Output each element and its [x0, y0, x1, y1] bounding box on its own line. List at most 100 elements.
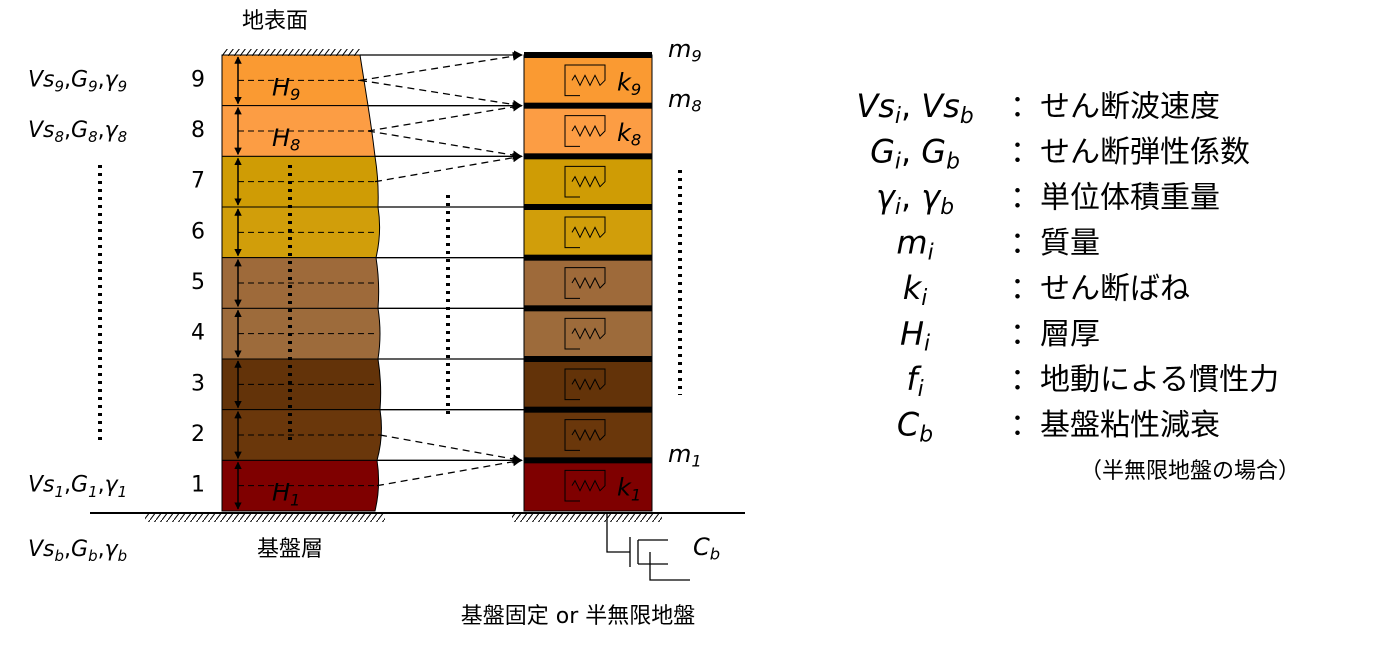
symbol-base: γ: [105, 67, 119, 92]
symbol-base: γ: [876, 178, 897, 216]
layer-number: 8: [191, 118, 205, 143]
symbol-subscript: i: [918, 377, 924, 402]
separator: ,: [98, 473, 105, 498]
spring: [564, 165, 606, 198]
model-layer: [523, 257, 653, 309]
symbol-subscript: 1: [691, 451, 701, 470]
symbol-base: k: [617, 474, 632, 502]
mass-line: [524, 254, 652, 261]
mass-label: m8: [668, 85, 702, 115]
spring-label: k1: [617, 474, 641, 504]
spring: [564, 115, 606, 147]
symbol-base: H: [272, 124, 290, 152]
inertia-arrow: [367, 130, 522, 160]
symbol-subscript: 9: [691, 46, 701, 65]
legend-description: ：せん断波速度: [1010, 90, 1220, 125]
symbol-subscript: b: [946, 149, 960, 174]
symbol-base: γ: [105, 473, 119, 498]
symbol-subscript: 1: [55, 482, 65, 500]
legend-symbol: γi​, γb​: [876, 178, 954, 220]
legend-description: ：層厚: [1010, 317, 1100, 352]
separator: ,: [901, 87, 911, 125]
symbol-subscript: b: [919, 422, 933, 447]
property-label: Vs8​,G8​,γ8​: [28, 118, 127, 146]
symbol-base: G: [71, 537, 88, 562]
symbol-base: k: [617, 68, 632, 96]
symbol-subscript: b: [118, 547, 128, 565]
inertia-arrow: [359, 51, 522, 81]
space: [911, 87, 921, 125]
spring: [564, 419, 606, 451]
symbol-base: G: [71, 473, 88, 498]
separator: ,: [98, 67, 105, 92]
legend-note: （半無限地盤の場合）: [1080, 459, 1300, 484]
symbol-subscript: i: [895, 195, 901, 220]
layer-number: 7: [191, 169, 205, 194]
symbol-subscript: 9: [631, 80, 641, 99]
base-layer-label: 基盤層: [257, 537, 323, 562]
spring-label: k9: [617, 68, 641, 98]
symbol-base: Vs: [28, 537, 55, 562]
layer-number: 2: [191, 422, 205, 447]
thickness-label: H1: [272, 479, 300, 509]
symbol-subscript: 8: [118, 128, 128, 146]
ground-hatch: [222, 49, 360, 56]
legend-symbol: Vsi​, Vsb​: [856, 87, 973, 129]
mass-label: m9: [668, 35, 702, 65]
legend-description: ：せん断ばね: [1010, 272, 1190, 307]
ground-hatch: [145, 514, 385, 522]
symbol-subscript: 1: [631, 485, 641, 504]
mass-line: [524, 102, 652, 109]
spring-label: k8: [617, 119, 641, 149]
separator: ,: [98, 118, 105, 143]
symbol-subscript: b: [55, 547, 65, 565]
symbol-base: k: [903, 269, 923, 307]
symbol-base: k: [617, 119, 632, 147]
symbol-base: m: [668, 440, 691, 468]
symbol-base: G: [921, 133, 946, 171]
symbol-subscript: 8: [290, 135, 300, 154]
spring: [564, 317, 606, 350]
layer-number: 6: [191, 219, 205, 244]
mass-line: [524, 305, 652, 312]
spring: [564, 216, 606, 249]
symbol-base: γ: [921, 178, 942, 216]
symbol-subscript: 8: [55, 128, 65, 146]
symbol-subscript: b: [960, 104, 974, 129]
mass-line: [524, 356, 652, 362]
legend-symbol: mi​: [896, 224, 933, 266]
mass-label: m1: [668, 440, 702, 470]
spring: [564, 368, 606, 401]
mass-line: [524, 204, 652, 210]
symbol-subscript: 1: [118, 482, 128, 500]
separator: ,: [64, 118, 71, 143]
spring: [564, 469, 606, 502]
legend-description: ：基盤粘性減衰: [1010, 408, 1220, 443]
legend-symbol: ki​: [903, 269, 928, 311]
thickness-label: H9: [272, 73, 300, 103]
caption: 基盤固定 or 半無限地盤: [461, 604, 696, 629]
symbol-base: Vs: [856, 87, 895, 125]
layer-number: 4: [191, 321, 205, 346]
symbol-subscript: b: [710, 544, 720, 563]
separator: ,: [98, 537, 105, 562]
legend-symbol: Hi​: [900, 315, 930, 357]
symbol-subscript: 9: [118, 77, 128, 95]
layer-number: 5: [191, 270, 205, 295]
mass-line: [524, 406, 652, 413]
mass-line: [524, 457, 652, 464]
inertia-arrow: [359, 79, 522, 109]
legend-symbol: Gi​, Gb​: [870, 133, 960, 175]
symbol-base: G: [71, 118, 88, 143]
layer-number: 1: [191, 473, 205, 498]
symbol-base: m: [896, 224, 927, 262]
symbol-subscript: 9: [290, 85, 300, 104]
separator: ,: [64, 537, 71, 562]
inertia-arrow: [367, 102, 522, 132]
symbol-subscript: 8: [631, 130, 641, 149]
separator: ,: [901, 133, 911, 171]
symbol-base: G: [870, 133, 895, 171]
legend-description: ：質量: [1010, 226, 1100, 261]
symbol-base: γ: [105, 118, 119, 143]
